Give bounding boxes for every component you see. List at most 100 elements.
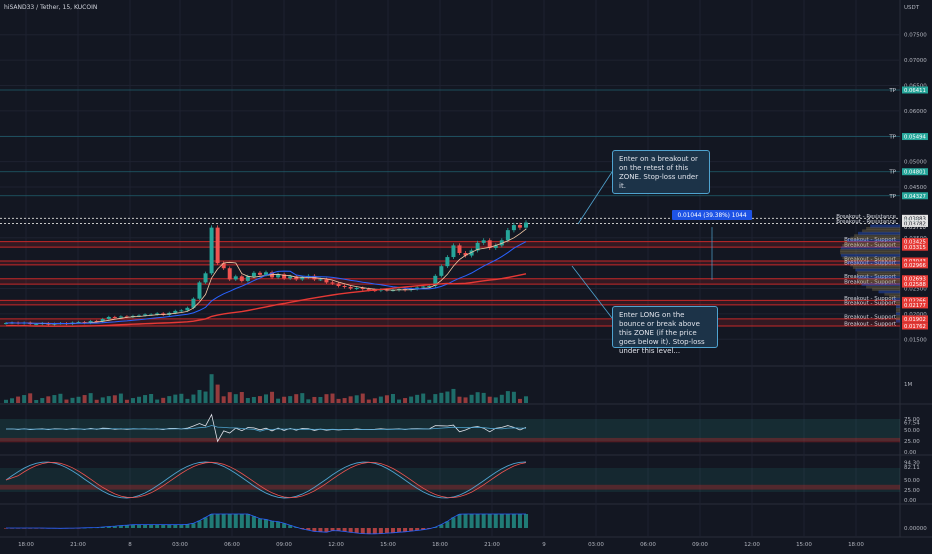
stoch-k-line [5,461,527,499]
macd-hist-bar [511,514,516,528]
macd-hist-bar [421,528,426,530]
time-tick-label: 09:00 [692,542,708,548]
level-price-tag [902,301,928,309]
candle-body [342,286,347,288]
macd-line [6,513,526,535]
volume-profile-bar [842,256,900,260]
time-tick-label: 12:00 [328,542,344,548]
volume-profile-bar [852,265,900,269]
macd-hist-bar [239,514,244,528]
macd-hist-bar [360,528,365,534]
volume-profile-bar [878,290,900,294]
candle-body [76,322,81,324]
support-zone-band-1 [0,260,900,265]
volume-profile-bar [896,304,900,308]
volume-bar [143,395,148,403]
volume-profile-bar [872,287,900,291]
time-tick-label: 21:00 [484,542,500,548]
volume-bar [312,396,317,403]
macd-hist-bar [155,524,160,528]
stoch-tick-label: 0.00 [904,498,917,504]
macd-hist-bar [336,528,341,531]
volume-bar [517,398,522,403]
volume-bar [354,395,359,403]
volume-bar [378,396,383,403]
macd-hist-bar [433,527,438,528]
macd-hist-bar [130,524,135,528]
volume-profile-bar [855,268,900,272]
volume-bar [221,396,226,403]
callout-pointer-1 [577,171,613,225]
candle-body [215,227,220,264]
volume-bar [106,396,111,403]
volume-profile-bar [840,253,900,257]
macd-hist-bar [366,528,371,534]
candle-body [282,274,287,279]
volume-profile-bar [862,229,900,233]
macd-hist-bar [524,514,528,528]
volume-bar [76,396,81,403]
volume-bar [415,394,420,403]
candle-body [445,257,450,267]
candle-body [294,276,299,280]
rsi-signal-line [6,425,527,432]
volume-bar [82,395,87,403]
rsi-band [0,419,900,441]
volume-bar [197,389,202,403]
macd-hist-bar [245,514,250,528]
rsi-low-band [0,437,900,443]
macd-hist-bar [118,525,123,528]
support-zone-band-4 [0,318,900,327]
candle-body [251,272,256,277]
volume-bar [46,396,51,403]
candle-body [451,245,456,258]
level-price-text: 0.05494 [904,135,927,141]
volume-bar [360,393,365,403]
price-tick-label: 0.04500 [904,185,927,191]
volume-profile-bar [842,243,900,247]
volume-bar [445,391,450,403]
price-tick-label: 0.02500 [904,287,927,293]
level-label: Breakout - Support [844,280,897,286]
macd-hist-bar [499,514,504,528]
volume-bar [324,394,329,403]
ma-mid-line [5,241,527,325]
candle-body [318,279,323,281]
volume-profile-bar [866,285,900,289]
annotation-long-note: Enter LONG on the bounce or break above … [612,306,718,355]
candle-body [439,266,444,276]
volume-bar [10,398,15,403]
time-tick-label: 03:00 [172,542,188,548]
volume-bar [282,396,287,403]
level-price-tag [902,86,928,94]
macd-hist-bar [403,528,408,532]
volume-profile-bar [857,275,900,279]
candle-body [469,250,474,256]
candle-body [415,287,420,290]
volume-bar [155,399,160,403]
macd-hist-bar [300,528,305,530]
volume-bar [433,394,438,403]
macd-hist-bar [318,528,323,532]
price-tick-label: 0.05000 [904,160,927,166]
volume-bar [330,393,335,403]
candle-body [324,279,329,283]
volume-bar [372,398,377,403]
candle-body [94,321,99,323]
candle-body [421,286,426,288]
level-price-tag [902,280,928,288]
price-tick-label: 0.01500 [904,337,927,343]
volume-bar [215,384,220,403]
volume-bar [366,399,371,403]
current-price-tag: 0.03710 [904,225,927,231]
measure-label: 0.01044 (39.38%) 1044 [677,213,746,219]
stoch-tick-label: 50.00 [904,478,920,484]
level-price-text: 0.01762 [904,324,926,330]
time-tick-label: 8 [128,542,132,548]
level-price-text: 0.03883 [904,216,926,222]
volume-bar [40,398,45,403]
candle-body [433,275,438,286]
volume-profile-bar [857,231,900,235]
